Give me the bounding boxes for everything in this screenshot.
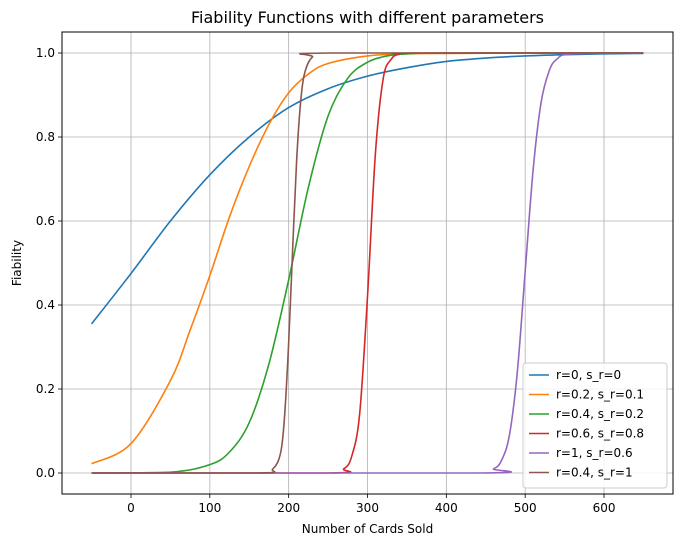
legend-label: r=1, s_r=0.6: [556, 446, 633, 460]
x-tick-label: 0: [127, 501, 135, 515]
legend-box: [522, 362, 668, 489]
x-axis-label: Number of Cards Sold: [302, 522, 433, 536]
x-tick-label: 300: [356, 501, 379, 515]
x-tick-label: 600: [593, 501, 616, 515]
series-line-5: [91, 52, 644, 474]
legend-label: r=0.2, s_r=0.1: [556, 388, 644, 402]
chart-title: Fiability Functions with different param…: [191, 8, 544, 27]
y-tick-label: 0.4: [36, 298, 55, 312]
x-tick-label: 200: [277, 501, 300, 515]
x-tick-label: 100: [198, 501, 221, 515]
x-tick-label: 500: [514, 501, 537, 515]
legend-label: r=0.6, s_r=0.8: [556, 427, 644, 441]
y-tick-label: 0.2: [36, 382, 55, 396]
y-axis-ticks: 0.0 0.2 0.4 0.6 0.8 1.0: [36, 46, 62, 480]
series-lines: [90, 52, 644, 474]
legend: r=0, s_r=0 r=0.2, s_r=0.1 r=0.4, s_r=0.2 r=…: [522, 362, 668, 489]
y-tick-label: 0.8: [36, 130, 55, 144]
legend-label: r=0, s_r=0: [556, 368, 621, 382]
legend-label: r=0.4, s_r=0.2: [556, 407, 644, 421]
x-axis-ticks: 0 100 200 300 400 500 600: [127, 494, 615, 515]
x-tick-label: 400: [435, 501, 458, 515]
y-axis-label: Fiability: [10, 240, 24, 286]
series-line-1: [90, 52, 644, 325]
legend-label: r=0.4, s_r=1: [556, 466, 633, 480]
y-tick-label: 0.6: [36, 214, 55, 228]
y-tick-label: 0.0: [36, 466, 55, 480]
y-tick-label: 1.0: [36, 46, 55, 60]
series-line-6: [91, 52, 644, 474]
